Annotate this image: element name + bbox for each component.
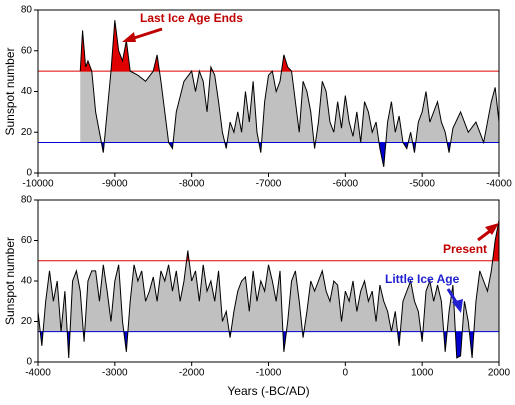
arrow-head [122,32,136,42]
y-tick-label: 0 [26,168,32,179]
arrow-head [485,223,499,235]
y-tick-label: 40 [21,276,33,287]
line [79,20,500,167]
arrow-head [452,299,463,313]
panel: 0 20 40 60 80 -4000 -3000 -2000 -1000 0 1000 2000 Su… [3,195,510,399]
x-tick-label: 2000 [488,368,511,379]
area-fill [80,71,499,143]
annotation: Present [443,242,487,256]
y-axis-label: Sunspot number [3,47,17,135]
x-tick-label: -6000 [333,179,359,190]
y-tick-label: 20 [21,127,33,138]
x-tick-label: -4000 [486,179,512,190]
y-tick-label: 60 [21,45,33,56]
x-tick-label: -8000 [179,179,205,190]
x-tick-label: -9000 [102,179,128,190]
x-tick-label: 0 [343,368,349,379]
y-tick-label: 20 [21,316,33,327]
y-tick-label: 80 [21,195,33,206]
y-tick-label: 60 [21,235,33,246]
annotation: Last Ice Age Ends [140,11,243,25]
y-axis-label: Sunspot number [3,237,17,325]
x-tick-label: -2000 [179,368,205,379]
line [37,220,500,359]
x-tick-label: 1000 [411,368,434,379]
x-axis-label: Years (-BC/AD) [227,384,309,398]
x-tick-label: -10000 [22,179,54,190]
annotation: Little Ice Age [385,272,460,286]
x-tick-label: -7000 [256,179,282,190]
y-tick-label: 80 [21,5,33,16]
x-tick-label: -1000 [256,368,282,379]
y-tick-label: 40 [21,86,33,97]
panel: 0 20 40 60 80 -10000 -9000 -8000 -7000 -6000 -5000… [3,5,512,190]
x-tick-label: -4000 [25,368,51,379]
x-tick-label: -5000 [409,179,435,190]
x-tick-label: -3000 [102,368,128,379]
y-tick-label: 0 [26,357,32,368]
